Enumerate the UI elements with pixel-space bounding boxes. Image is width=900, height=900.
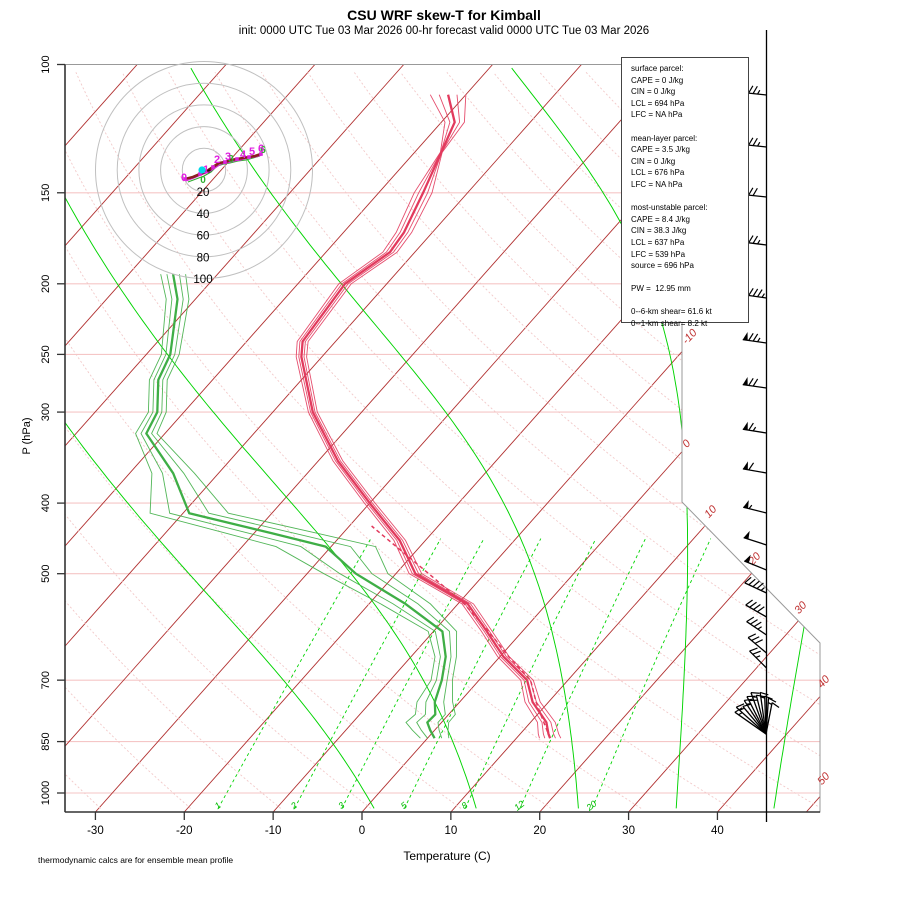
isotherm-lines: [65, 64, 820, 812]
svg-text:10: 10: [444, 825, 457, 837]
svg-text:850: 850: [40, 732, 52, 750]
svg-text:-10: -10: [265, 825, 282, 837]
svg-text:200: 200: [40, 275, 52, 293]
svg-text:1000: 1000: [40, 781, 52, 805]
svg-text:80: 80: [197, 252, 210, 264]
ensemble-member-traces: [135, 94, 562, 739]
mixing-ratio-lines: [217, 538, 712, 809]
svg-text:4: 4: [240, 149, 247, 161]
svg-text:20: 20: [584, 799, 599, 814]
svg-text:250: 250: [40, 345, 52, 363]
svg-text:5: 5: [399, 800, 410, 812]
background-lines: [65, 64, 820, 812]
svg-text:1: 1: [203, 164, 209, 176]
svg-text:-20: -20: [176, 825, 193, 837]
page-title: CSU WRF skew-T for Kimball: [347, 7, 541, 23]
svg-text:500: 500: [40, 565, 52, 583]
svg-text:10: 10: [702, 503, 720, 521]
svg-text:40: 40: [711, 825, 724, 837]
svg-text:6: 6: [258, 143, 264, 155]
svg-text:150: 150: [40, 184, 52, 202]
svg-text:-30: -30: [87, 825, 104, 837]
svg-text:300: 300: [40, 403, 52, 421]
svg-text:6: 6: [260, 145, 266, 156]
svg-text:3: 3: [225, 151, 231, 163]
svg-text:3: 3: [228, 154, 234, 165]
svg-text:3: 3: [336, 800, 346, 811]
temperature-trace: [300, 94, 552, 739]
svg-text:20: 20: [533, 825, 546, 837]
svg-text:0: 0: [359, 825, 365, 837]
parcel-stats-box: surface parcel: CAPE = 0 J/kg CIN = 0 J/…: [621, 57, 749, 328]
svg-text:40: 40: [197, 209, 210, 221]
svg-text:60: 60: [197, 231, 210, 243]
svg-text:20: 20: [197, 187, 210, 199]
svg-text:+: +: [206, 166, 211, 176]
svg-text:50: 50: [815, 770, 833, 788]
axis-frame: [64, 64, 820, 813]
svg-text:700: 700: [40, 671, 52, 689]
svg-text:0: 0: [200, 175, 206, 186]
init-valid-subtitle: init: 0000 UTC Tue 03 Mar 2026 00-hr for…: [238, 25, 650, 37]
dewpoint-trace: [145, 274, 447, 739]
temperature-axis-label: Temperature (C): [403, 849, 491, 863]
svg-text:30: 30: [792, 599, 810, 617]
parcel-trace: [371, 525, 551, 739]
dry-adiabat-lines: [65, 71, 820, 809]
svg-text:0: 0: [181, 172, 187, 184]
footer-note: thermodynamic calcs are for ensemble mea…: [38, 855, 234, 865]
svg-text:8: 8: [459, 800, 469, 811]
svg-text:30: 30: [622, 825, 635, 837]
svg-text:100: 100: [193, 274, 212, 286]
svg-text:400: 400: [40, 494, 52, 512]
svg-text:40: 40: [815, 673, 833, 691]
svg-text:2: 2: [288, 800, 299, 812]
moist-adiabat-lines: [65, 67, 820, 809]
svg-text:12: 12: [512, 799, 526, 813]
storm-motion-dot: [198, 166, 206, 174]
svg-text:1: 1: [213, 800, 223, 811]
svg-text:2: 2: [214, 154, 220, 166]
svg-text:100: 100: [40, 55, 52, 73]
svg-text:5: 5: [249, 146, 255, 158]
